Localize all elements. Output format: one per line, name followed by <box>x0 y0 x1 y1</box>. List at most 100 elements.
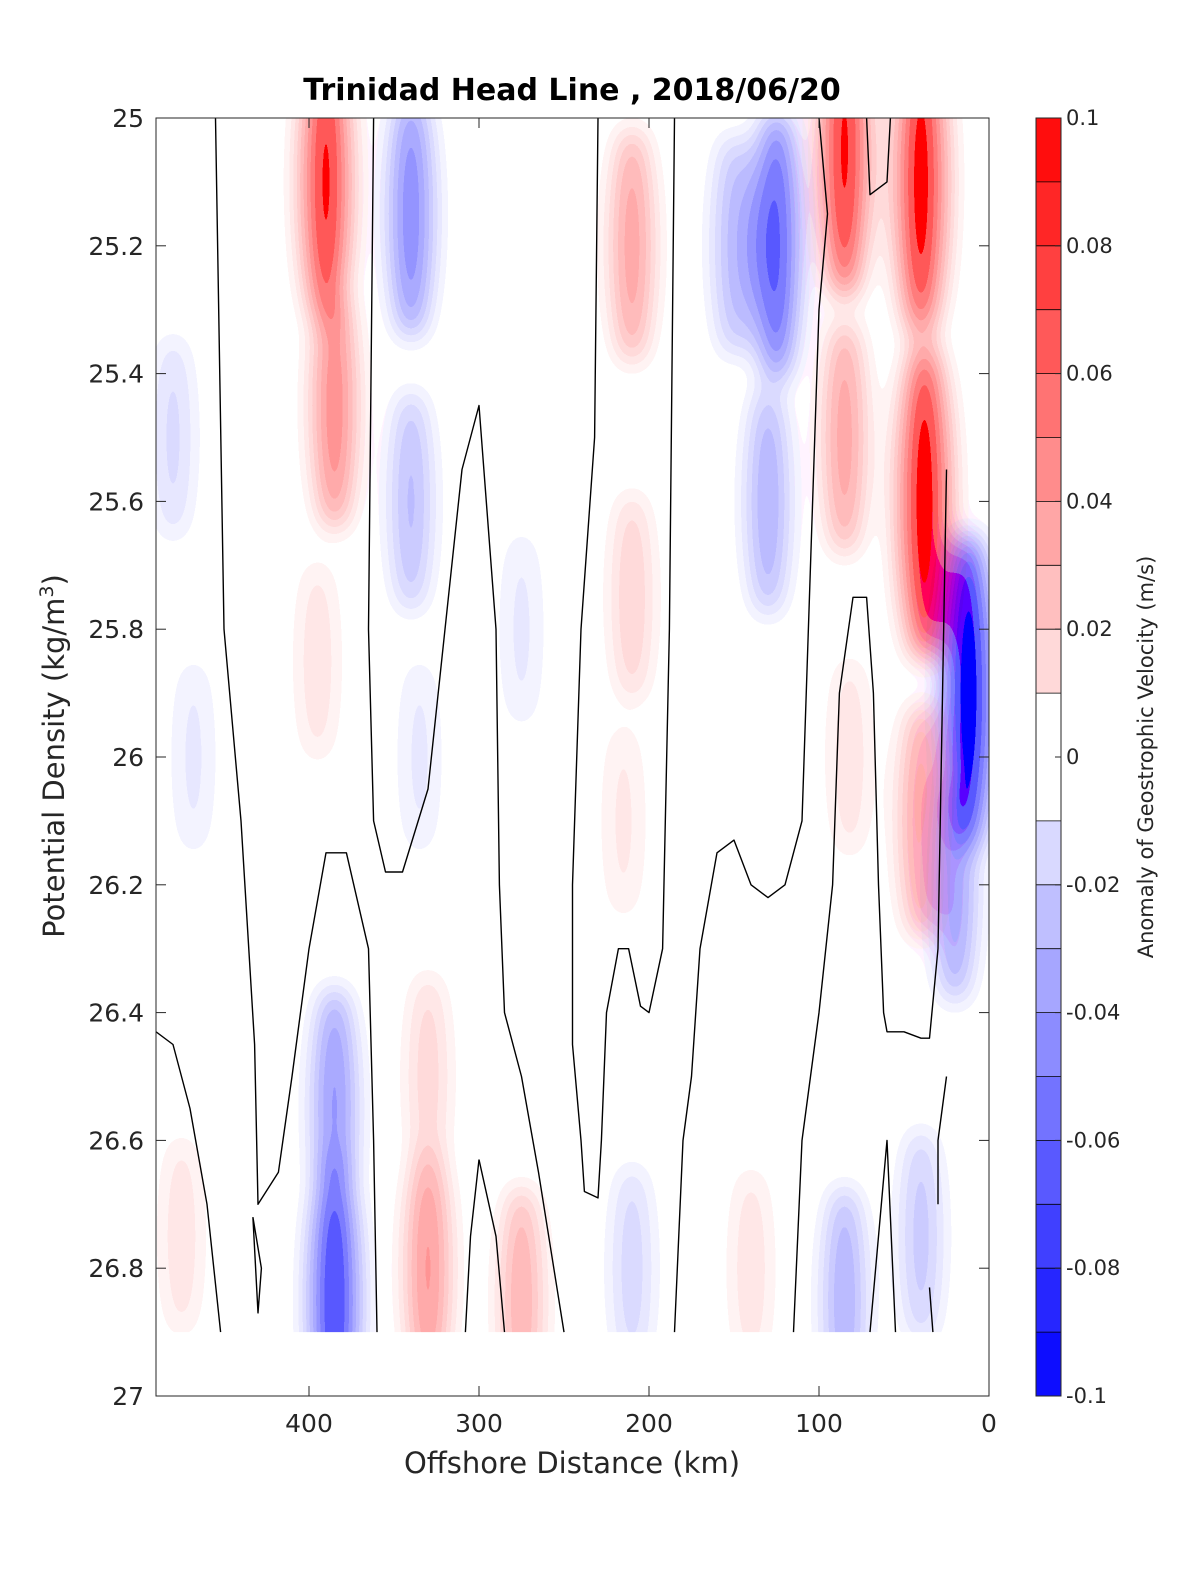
y-tick-label: 25.4 <box>88 360 144 389</box>
colorbar-tick-label: -0.1 <box>1066 1384 1107 1408</box>
y-axis-label-close: ) <box>37 574 71 585</box>
velocity-core <box>613 486 651 708</box>
velocity-core <box>832 651 868 863</box>
zero-contour-line <box>478 1159 506 1333</box>
colorbar-tick-label: 0.1 <box>1066 106 1099 130</box>
colorbar-tick-label: 0.06 <box>1066 362 1113 386</box>
zero-contour-line <box>673 118 829 1333</box>
colorbar-band <box>1036 1012 1061 1077</box>
y-tick-label: 25 <box>112 104 144 133</box>
velocity-core <box>606 717 641 925</box>
velocity-core <box>176 653 211 861</box>
y-tick-label: 26.8 <box>88 1254 144 1283</box>
y-ticks: 25 25.2 25.4 25.6 25.8 26 26.2 26.4 26.6 26.8 27 <box>88 104 989 1411</box>
zero-contour-line <box>252 1216 263 1314</box>
y-axis-label: Potential Density (kg/m3) <box>36 574 71 938</box>
velocity-core <box>733 1162 769 1333</box>
velocity-core <box>754 118 799 387</box>
colorbar-band <box>1036 501 1061 566</box>
x-tick-label: 400 <box>285 1409 333 1438</box>
velocity-core <box>614 1159 650 1333</box>
zero-contour-line <box>156 1031 222 1333</box>
colorbar-tick-label: 0.02 <box>1066 617 1113 641</box>
x-axis-label: Offshore Distance (km) <box>404 1446 740 1480</box>
y-tick-label: 25.2 <box>88 232 144 261</box>
colorbar-band <box>1036 1076 1061 1141</box>
colorbar-tick-label: -0.04 <box>1066 1001 1120 1025</box>
velocity-core <box>402 653 437 861</box>
colorbar-band <box>1036 437 1061 502</box>
x-ticks: 400 300 200 100 0 <box>285 118 997 1438</box>
colorbar-band <box>1036 629 1061 694</box>
velocity-core <box>407 1141 449 1333</box>
zero-contour-line <box>214 118 378 1333</box>
zero-contour-line <box>367 118 565 1333</box>
colorbar-band <box>1036 565 1061 630</box>
colorbar-label: Anomaly of Geostrophic Velocity (m/s) <box>1134 556 1158 959</box>
velocity-core <box>392 385 430 618</box>
zero-contours <box>156 118 948 1333</box>
colorbar-band <box>1036 1268 1061 1333</box>
colorbar-band <box>1036 118 1061 182</box>
zero-contour-line <box>928 1287 934 1333</box>
colorbar-band <box>1036 948 1061 1013</box>
velocity-core <box>502 1180 541 1333</box>
y-tick-label: 26 <box>112 743 144 772</box>
velocity-core <box>390 118 432 344</box>
velocity-core <box>301 118 351 337</box>
colorbar-band <box>1036 1204 1061 1269</box>
colorbar-band <box>1036 820 1061 885</box>
velocity-core <box>410 967 446 1186</box>
colorbar-band <box>1036 245 1061 310</box>
velocity-core <box>901 697 941 944</box>
y-axis-label-sup: 3 <box>36 585 58 597</box>
velocity-core <box>748 381 788 621</box>
x-tick-label: 200 <box>625 1409 673 1438</box>
velocity-core <box>164 1130 199 1333</box>
velocity-field <box>156 118 989 1333</box>
colorbar-tick-label: -0.06 <box>1066 1128 1120 1152</box>
y-tick-label: 26.6 <box>88 1126 144 1155</box>
colorbar-band <box>1036 373 1061 438</box>
zero-contour-line <box>865 118 892 196</box>
y-tick-label: 26.4 <box>88 999 144 1028</box>
colorbar-tick-label: 0.04 <box>1066 489 1113 513</box>
y-tick-label: 27 <box>112 1382 144 1411</box>
colorbar-band <box>1036 1140 1061 1205</box>
colorbar-tick-label: 0.08 <box>1066 234 1113 258</box>
y-tick-label: 26.2 <box>88 871 144 900</box>
velocity-core <box>300 555 335 767</box>
zero-contour-line <box>869 1139 897 1333</box>
colorbar-band <box>1036 309 1061 374</box>
chart-title: Trinidad Head Line , 2018/06/20 <box>303 73 840 108</box>
velocity-core <box>612 122 652 369</box>
velocity-core <box>902 1123 940 1333</box>
velocity-core <box>156 329 191 546</box>
y-tick-label: 25.6 <box>88 487 144 516</box>
y-axis-label-main: Potential Density (kg/m <box>37 598 71 938</box>
colorbar-band <box>1036 884 1061 949</box>
zero-contour-line <box>571 118 676 1199</box>
colorbar: 0.1 0.08 0.06 0.04 0.02 0 -0.02 -0.04 -0.06 -0.08… <box>1035 106 1120 1408</box>
velocity-core <box>715 129 753 362</box>
colorbar-band <box>1036 181 1061 246</box>
x-tick-label: 0 <box>981 1409 997 1438</box>
zero-contour-line <box>937 1076 948 1205</box>
colorbar-tick-label: -0.02 <box>1066 873 1120 897</box>
velocity-core <box>825 1180 864 1333</box>
velocity-core <box>820 118 869 305</box>
y-tick-label: 25.8 <box>88 615 144 644</box>
x-tick-label: 100 <box>795 1409 843 1438</box>
velocity-core <box>504 525 539 733</box>
velocity-core <box>310 1149 359 1333</box>
x-tick-label: 300 <box>455 1409 503 1438</box>
colorbar-tick-label: -0.08 <box>1066 1256 1120 1280</box>
velocity-core <box>895 118 947 344</box>
velocity-core <box>898 336 951 667</box>
zero-contour-line <box>792 469 948 1333</box>
velocity-core <box>824 314 865 561</box>
colorbar-band <box>1036 1332 1061 1396</box>
velocity-core <box>313 275 356 536</box>
zero-contour-line <box>464 1159 480 1333</box>
